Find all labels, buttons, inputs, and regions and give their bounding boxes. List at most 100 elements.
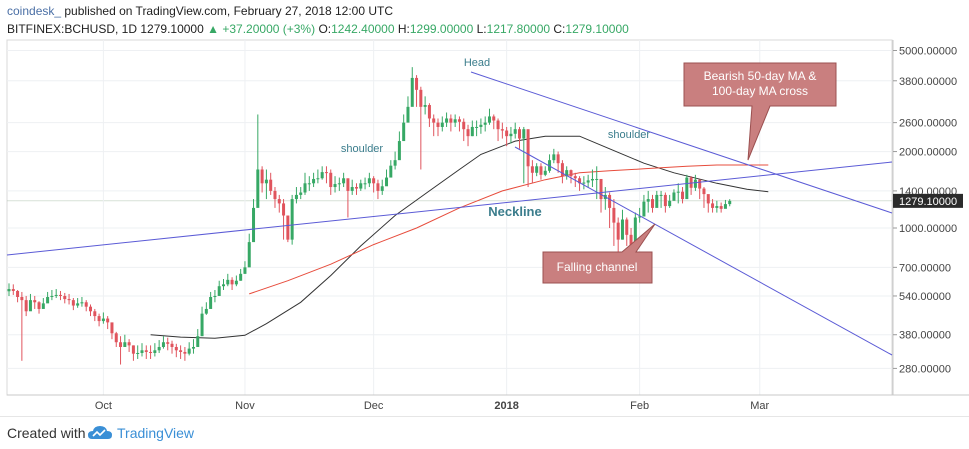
candle-body <box>500 129 504 131</box>
candle-body <box>337 183 341 185</box>
time-tick-label: Feb <box>630 400 649 412</box>
candle-body <box>539 166 543 175</box>
candle-body <box>406 106 410 123</box>
candle-body <box>638 216 642 218</box>
chart-header: coindesk_ published on TradingView.com, … <box>0 0 969 40</box>
candle-body <box>505 130 509 137</box>
tradingview-link[interactable]: TradingView <box>117 425 195 441</box>
neckline <box>6 161 893 256</box>
candle <box>320 166 324 180</box>
candle <box>187 342 191 356</box>
high-value: 1299.00000 <box>409 22 474 36</box>
candle <box>204 302 208 315</box>
candle-body <box>410 77 414 107</box>
candle-body <box>346 178 350 191</box>
candle-body <box>573 176 577 179</box>
candle-body <box>37 302 41 309</box>
candle <box>123 334 127 347</box>
ma100-line <box>249 164 769 295</box>
candle-body <box>565 170 569 177</box>
price-axis[interactable]: 5000.00000 3800.00000 2600.00000 2000.00000… <box>892 40 963 395</box>
candle-body <box>217 286 221 296</box>
candle-body <box>462 121 466 130</box>
candle <box>380 179 384 195</box>
candle-body <box>106 318 110 323</box>
candle-body <box>260 169 264 184</box>
candle <box>20 291 24 361</box>
close-value: 1279.10000 <box>565 22 629 36</box>
last-price: 1279.10000 <box>140 22 204 36</box>
candle-body <box>582 182 586 184</box>
candle <box>140 343 144 357</box>
candle-body <box>247 242 251 268</box>
candle-body <box>659 194 663 196</box>
candle-body <box>11 289 15 291</box>
time-axis[interactable]: Oct Nov Dec 2018 Feb Mar <box>7 394 969 412</box>
neckline-label: Neckline <box>488 204 541 219</box>
candle-body <box>329 172 333 188</box>
candle <box>681 187 685 204</box>
candle <box>385 169 389 187</box>
time-tick-label: Nov <box>235 400 255 412</box>
candle <box>312 172 316 188</box>
candle <box>191 339 195 354</box>
candle <box>578 176 582 191</box>
candle-body <box>239 273 243 281</box>
candle <box>505 126 509 147</box>
candle-body <box>149 351 153 353</box>
candle <box>728 199 732 207</box>
candle <box>633 212 637 246</box>
candle <box>16 290 20 303</box>
candle <box>294 187 298 204</box>
candle-body <box>127 342 131 346</box>
candle <box>58 290 62 301</box>
candle-body <box>530 166 534 173</box>
candle <box>213 290 217 303</box>
candle-body <box>333 184 337 188</box>
candle <box>372 176 376 193</box>
candle-body <box>612 207 616 223</box>
candle <box>402 114 406 142</box>
candle <box>565 166 569 180</box>
candle <box>706 194 710 213</box>
candle <box>337 177 341 191</box>
candle <box>329 169 333 195</box>
candle <box>646 190 650 213</box>
candle <box>106 316 110 330</box>
candle <box>286 215 290 243</box>
price-chart[interactable]: Head shoulder shoulder Neckline Bearish 50-d… <box>0 0 969 416</box>
candle <box>483 116 487 132</box>
candle-body <box>256 169 260 208</box>
price-tick-label: 1000.00000 <box>899 223 957 235</box>
candle <box>453 114 457 127</box>
candle <box>346 178 350 218</box>
candle-body <box>303 183 307 193</box>
symbol-label: BITFINEX:BCHUSD, 1D <box>7 22 138 36</box>
candle-body <box>354 187 358 189</box>
candle-body <box>93 311 97 317</box>
candle <box>226 273 230 287</box>
candle-body <box>633 217 637 246</box>
candle-body <box>479 124 483 127</box>
bearish-cross-callout-line: Bearish 50-day MA & <box>704 69 817 83</box>
candle-body <box>320 172 324 179</box>
candle-body <box>427 105 431 119</box>
candle <box>440 116 444 132</box>
candle <box>54 289 58 299</box>
candle <box>715 200 719 213</box>
candle-body <box>698 179 702 189</box>
candle-body <box>7 289 11 292</box>
candle-body <box>672 192 676 201</box>
candle <box>256 114 260 208</box>
candle <box>243 261 247 274</box>
candle <box>89 304 93 317</box>
candle-body <box>222 284 225 287</box>
candle <box>354 183 358 195</box>
candle-body <box>590 178 594 181</box>
high-label: H: <box>397 22 410 36</box>
candle <box>548 154 552 173</box>
publisher-name[interactable]: coindesk_ <box>7 4 62 18</box>
candle-body <box>629 234 633 246</box>
candle <box>97 313 101 327</box>
candle-body <box>513 129 517 134</box>
